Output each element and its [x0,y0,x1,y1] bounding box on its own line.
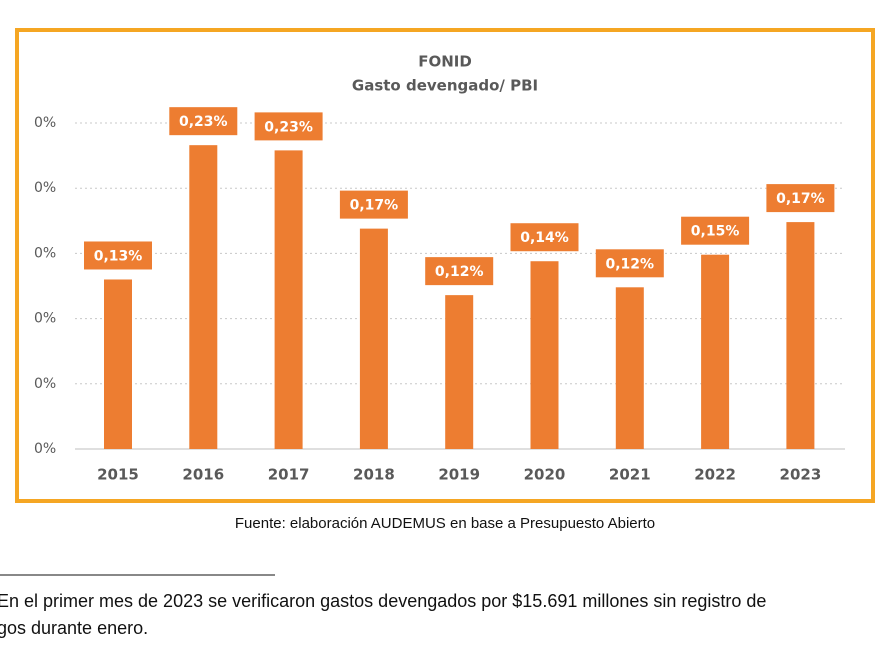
value-label-box [339,190,408,219]
x-tick-label: 2016 [182,466,224,484]
value-label: 0,23% [179,114,228,130]
bar [615,287,644,449]
x-tick-label: 2020 [524,466,566,484]
y-tick-label: 0% [34,115,56,131]
bar [359,228,388,449]
footnote-line: En el primer mes de 2023 se verificaron … [0,591,766,611]
value-label: 0,15% [691,224,740,240]
value-label-box [681,216,750,245]
value-label: 0,12% [435,264,484,280]
y-tick-label: 0% [34,180,56,196]
x-tick-label: 2017 [268,466,310,484]
bar [104,279,132,449]
value-label-box [766,184,835,213]
x-tick-label: 2015 [97,466,139,484]
y-tick-label: 0% [34,245,56,261]
chart-title: FONID [418,53,472,71]
value-label-box [254,112,323,141]
value-label-box [510,223,579,252]
value-label: 0,17% [776,191,825,207]
value-label-box [425,257,494,286]
value-label: 0,13% [94,248,143,264]
bar [189,145,218,449]
value-label: 0,14% [520,230,569,246]
x-tick-label: 2021 [609,466,651,484]
footnote-line: gos durante enero. [0,618,148,638]
x-tick-label: 2022 [694,466,736,484]
x-tick-label: 2019 [438,466,480,484]
y-tick-label: 0% [34,311,56,327]
value-label-box [169,107,238,136]
source-note: Fuente: elaboración AUDEMUS en base a Pr… [235,515,655,532]
value-label: 0,12% [606,256,655,272]
bar [530,261,559,449]
y-tick-label: 0% [34,376,56,392]
chart-subtitle: Gasto devengado/ PBI [352,77,538,95]
bar [445,295,474,449]
value-label-box [84,241,152,270]
bar [701,254,730,449]
value-label-box [595,249,664,278]
value-label: 0,23% [264,119,313,135]
bar [786,222,815,449]
x-tick-label: 2023 [780,466,822,484]
y-tick-label: 0% [34,441,56,457]
bar [274,150,303,449]
x-tick-label: 2018 [353,466,395,484]
value-label: 0,17% [350,198,399,214]
